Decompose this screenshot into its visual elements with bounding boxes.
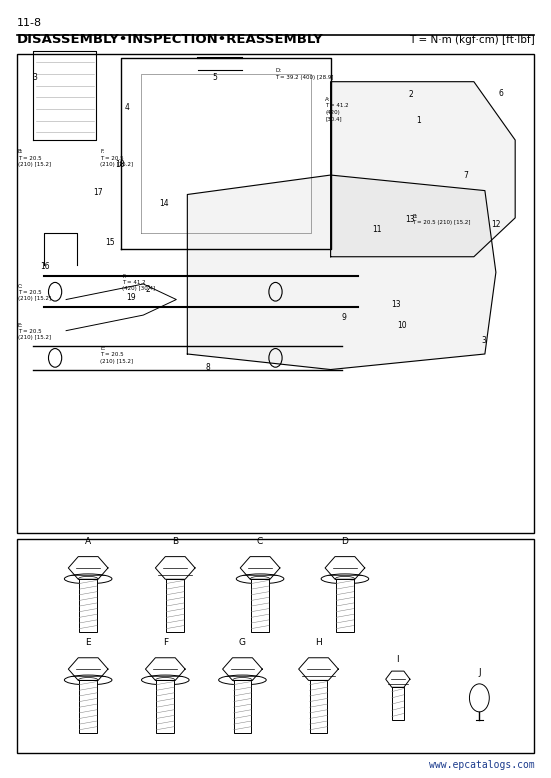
Text: 5: 5 (213, 73, 217, 82)
Text: 11-8: 11-8 (17, 19, 42, 29)
Text: D:
T = 39.2 (400) [28.9]: D: T = 39.2 (400) [28.9] (276, 68, 334, 79)
Text: B:
T = 20.5 (210) [15.2]: B: T = 20.5 (210) [15.2] (412, 214, 471, 225)
Circle shape (469, 684, 489, 712)
Ellipse shape (335, 576, 355, 581)
Bar (392, 687, 404, 720)
Text: B:
T = 20.5
(210) [15.2]: B: T = 20.5 (210) [15.2] (18, 149, 51, 166)
Text: www.epcatalogs.com: www.epcatalogs.com (429, 760, 534, 770)
Text: 2: 2 (145, 285, 150, 294)
Text: 15: 15 (105, 238, 115, 247)
Polygon shape (68, 556, 108, 580)
Text: F:
T = 20.5
(210) [15.2]: F: T = 20.5 (210) [15.2] (100, 149, 133, 166)
Ellipse shape (142, 675, 189, 685)
Polygon shape (325, 556, 365, 580)
Polygon shape (240, 556, 280, 580)
Text: 16: 16 (40, 261, 50, 271)
Text: C: C (257, 537, 263, 546)
Text: 6: 6 (499, 89, 504, 98)
Text: E:
T = 20.5
(210) [15.2]: E: T = 20.5 (210) [15.2] (18, 323, 51, 340)
Bar (234, 680, 251, 733)
Text: 18: 18 (115, 160, 125, 170)
Ellipse shape (233, 678, 252, 682)
Text: 10: 10 (397, 321, 407, 330)
Bar (251, 579, 269, 632)
Ellipse shape (321, 574, 369, 584)
Polygon shape (331, 82, 515, 257)
Bar (336, 579, 354, 632)
Bar (156, 680, 174, 733)
Bar (79, 680, 97, 733)
Ellipse shape (64, 675, 112, 685)
Text: 17: 17 (93, 188, 103, 198)
Text: 8: 8 (206, 363, 210, 372)
Text: 12: 12 (491, 219, 501, 229)
Text: H: H (315, 638, 322, 647)
Text: C:
T = 20.5
(210) [15.2]: C: T = 20.5 (210) [15.2] (18, 284, 51, 301)
Text: A: A (85, 537, 91, 546)
Ellipse shape (219, 675, 266, 685)
Polygon shape (145, 657, 185, 681)
Polygon shape (187, 175, 496, 370)
Text: 2: 2 (408, 90, 413, 100)
Polygon shape (223, 657, 262, 681)
Text: 3: 3 (482, 336, 486, 345)
Ellipse shape (78, 576, 98, 581)
FancyBboxPatch shape (17, 539, 534, 753)
Text: E: E (85, 638, 91, 647)
Polygon shape (386, 671, 410, 687)
Bar (79, 579, 97, 632)
Text: 4: 4 (125, 103, 129, 112)
Text: 11: 11 (372, 225, 382, 234)
Text: 7: 7 (463, 170, 468, 180)
Ellipse shape (250, 576, 270, 581)
Polygon shape (155, 556, 195, 580)
Text: 3: 3 (33, 73, 37, 82)
Text: T = N·m (kgf·cm) [ft·lbf]: T = N·m (kgf·cm) [ft·lbf] (409, 35, 534, 45)
Ellipse shape (64, 574, 112, 584)
Text: 14: 14 (159, 199, 169, 209)
Text: F:
T = 41.2
(420) [30.4]: F: T = 41.2 (420) [30.4] (122, 274, 155, 291)
Ellipse shape (78, 678, 98, 682)
Text: 13: 13 (406, 215, 415, 224)
Ellipse shape (236, 574, 284, 584)
Text: G: G (239, 638, 246, 647)
Ellipse shape (155, 678, 175, 682)
Text: DISASSEMBLY•INSPECTION•REASSEMBLY: DISASSEMBLY•INSPECTION•REASSEMBLY (17, 33, 323, 46)
Text: B: B (172, 537, 179, 546)
Polygon shape (68, 657, 108, 681)
Text: 9: 9 (342, 313, 347, 322)
Bar (310, 680, 327, 733)
Text: 13: 13 (391, 300, 401, 310)
Text: 1: 1 (417, 116, 421, 125)
Polygon shape (299, 657, 338, 681)
Text: D: D (342, 537, 348, 546)
Text: 19: 19 (126, 293, 136, 302)
Text: I: I (397, 654, 399, 664)
FancyBboxPatch shape (17, 54, 534, 533)
Text: J: J (478, 668, 480, 677)
Bar (166, 579, 184, 632)
Text: A:
T = 41.2
(420)
[30.4]: A: T = 41.2 (420) [30.4] (325, 97, 349, 121)
Text: F: F (163, 638, 168, 647)
Text: E:
T = 20.5
(210) [15.2]: E: T = 20.5 (210) [15.2] (100, 346, 133, 363)
